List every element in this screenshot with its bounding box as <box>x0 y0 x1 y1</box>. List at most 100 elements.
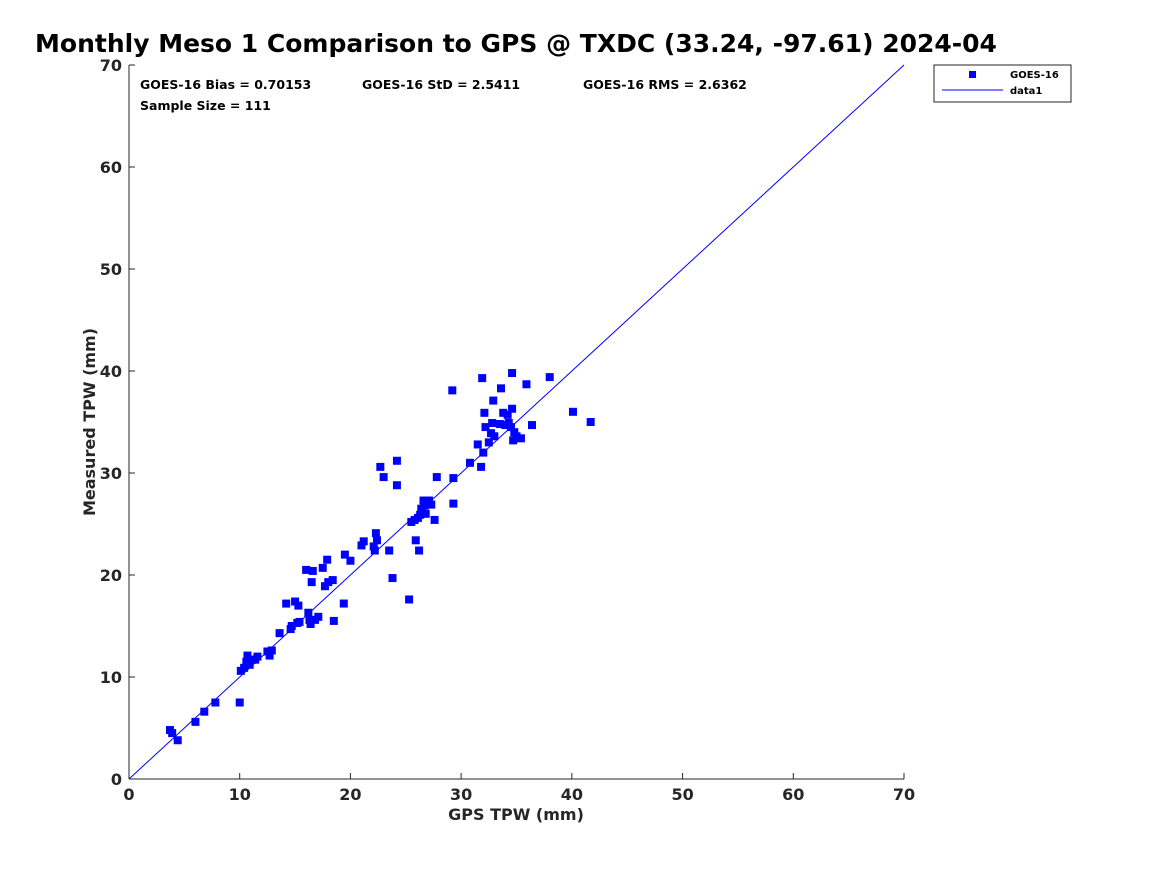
data-point <box>371 529 380 538</box>
y-tick-label: 20 <box>100 566 122 585</box>
data-point <box>339 599 348 608</box>
data-point <box>495 420 504 429</box>
data-point <box>503 410 512 419</box>
x-ticks: 0 10 20 30 40 50 60 70 <box>123 773 915 804</box>
data-point <box>392 456 401 465</box>
data-point <box>489 396 498 405</box>
data-point <box>304 608 313 617</box>
x-tick-label: 10 <box>229 785 251 804</box>
data-point <box>480 408 489 417</box>
data-point <box>275 629 284 638</box>
data-point <box>415 546 424 555</box>
data-point <box>420 501 429 510</box>
data-point <box>385 546 394 555</box>
data-point <box>421 509 430 518</box>
chart-title: Monthly Meso 1 Comparison to GPS @ TXDC … <box>35 29 997 58</box>
data-point <box>425 496 434 505</box>
one-to-one-line <box>128 64 905 780</box>
data-point <box>324 578 333 587</box>
data-point <box>497 384 505 393</box>
data-point <box>449 499 458 508</box>
data-point <box>516 434 525 443</box>
data-point <box>481 423 490 432</box>
data-point <box>508 404 517 413</box>
x-tick-label: 40 <box>561 785 583 804</box>
data-point <box>291 597 300 606</box>
data-point <box>510 428 519 437</box>
stat-sample-size: Sample Size = 111 <box>140 98 271 113</box>
data-point <box>477 462 486 471</box>
data-point <box>328 576 337 585</box>
x-tick-label: 50 <box>671 785 693 804</box>
data-point <box>545 373 554 382</box>
y-tick-label: 30 <box>100 464 122 483</box>
legend-label-data1: data1 <box>1010 86 1042 97</box>
data-point <box>484 438 493 447</box>
x-axis-label: GPS TPW (mm) <box>448 805 584 824</box>
data-point <box>449 474 458 483</box>
data-point <box>416 510 425 519</box>
data-point <box>392 481 401 490</box>
y-tick-label: 70 <box>100 56 122 75</box>
data-point <box>267 646 276 655</box>
data-point <box>379 473 388 482</box>
data-point <box>376 462 385 471</box>
legend: GOES-16 data1 <box>933 64 1072 103</box>
data-point <box>419 496 428 505</box>
data-point <box>243 651 252 660</box>
y-tick-label: 50 <box>100 260 122 279</box>
data-point <box>305 615 314 624</box>
y-axis-label: Measured TPW (mm) <box>80 328 99 516</box>
data-point <box>211 698 220 707</box>
data-point <box>509 436 518 445</box>
x-tick-label: 30 <box>450 785 472 804</box>
data-point <box>528 421 536 430</box>
stat-std: GOES-16 StD = 2.5411 <box>362 77 520 92</box>
data-point <box>488 419 497 428</box>
data-point <box>340 550 349 559</box>
data-point <box>318 563 327 572</box>
data-point <box>240 663 249 672</box>
data-point <box>307 578 316 587</box>
data-point <box>173 736 182 745</box>
data-point <box>370 546 379 555</box>
y-tick-label: 60 <box>100 158 122 177</box>
y-tick-label: 0 <box>111 770 122 789</box>
data-point <box>265 651 274 660</box>
data-point <box>373 536 381 545</box>
x-tick-label: 70 <box>893 785 915 804</box>
x-tick-label: 0 <box>123 785 134 804</box>
data-point <box>191 717 200 726</box>
data-point <box>306 619 315 628</box>
data-point <box>432 473 441 482</box>
data-point <box>346 556 355 565</box>
data-point <box>522 380 531 389</box>
data-point <box>200 707 209 716</box>
axes <box>128 65 904 780</box>
x-tick-label: 60 <box>782 785 804 804</box>
data-point <box>508 369 517 378</box>
legend-marker-square <box>969 71 976 78</box>
data-point <box>430 515 439 524</box>
legend-label-goes16: GOES-16 <box>1010 70 1059 81</box>
data-point <box>499 408 508 417</box>
x-tick-label: 20 <box>339 785 361 804</box>
data-point <box>388 574 397 583</box>
stat-rms: GOES-16 RMS = 2.6362 <box>583 77 747 92</box>
data-point <box>411 536 420 545</box>
data-point <box>235 698 244 707</box>
data-point <box>323 555 332 564</box>
data-point <box>369 542 378 551</box>
data-point <box>586 418 595 426</box>
data-point <box>405 595 414 604</box>
data-point <box>359 537 368 546</box>
data-point <box>448 386 457 395</box>
y-ticks: 0 10 20 30 40 50 60 70 <box>100 56 135 789</box>
data-point <box>302 565 311 574</box>
data-point <box>466 458 474 467</box>
data-point <box>314 612 323 621</box>
data-point <box>320 582 329 591</box>
data-point <box>504 419 513 428</box>
data-point <box>308 566 317 575</box>
